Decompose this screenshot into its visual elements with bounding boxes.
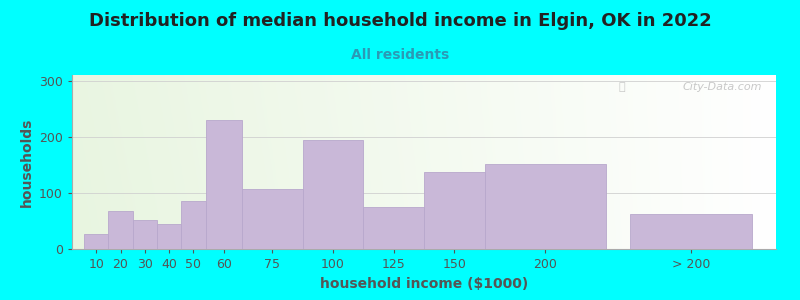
Bar [424, 172, 485, 249]
Text: Distribution of median household income in Elgin, OK in 2022: Distribution of median household income … [89, 12, 711, 30]
Bar [206, 120, 242, 249]
Text: City-Data.com: City-Data.com [682, 82, 762, 92]
Bar [485, 164, 606, 249]
Text: All residents: All residents [351, 48, 449, 62]
Bar [133, 220, 157, 249]
Bar [242, 189, 302, 249]
X-axis label: household income ($1000): household income ($1000) [320, 277, 528, 291]
Bar [630, 214, 752, 249]
Bar [157, 224, 182, 249]
Bar [182, 201, 206, 249]
Bar [84, 234, 109, 249]
Bar [363, 207, 424, 249]
Bar [109, 211, 133, 249]
Text: Ⓜ: Ⓜ [618, 82, 625, 92]
Y-axis label: households: households [19, 117, 34, 207]
Bar [302, 140, 363, 249]
